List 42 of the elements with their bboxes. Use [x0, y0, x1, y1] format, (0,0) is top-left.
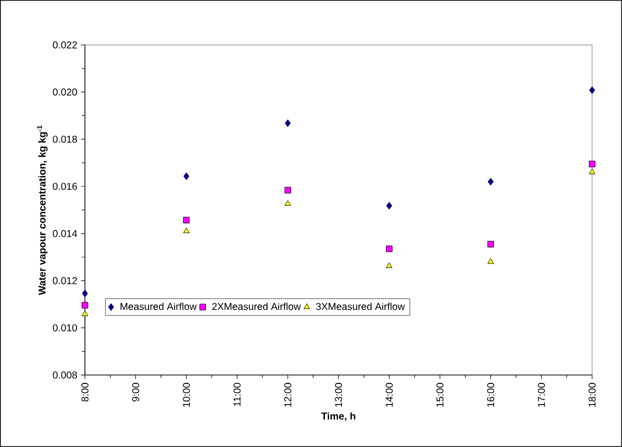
y-tick-label: 0.020 [52, 88, 78, 96]
legend-label: Measured Airflow [120, 302, 197, 310]
point [588, 160, 596, 168]
x-tick-label: 8:00 [81, 382, 88, 402]
x-tick-label: 18:00 [588, 382, 596, 407]
x-tick-label: 16:00 [487, 382, 494, 407]
point [183, 228, 190, 234]
y-tick-label: 0.014 [52, 230, 78, 238]
x-axis-title: Time, h [321, 412, 356, 422]
x-tick-label: 13:00 [334, 382, 342, 407]
point [386, 262, 392, 268]
point [284, 119, 291, 128]
point [82, 302, 88, 308]
x-tick-label: 9:00 [132, 382, 140, 402]
point [284, 186, 292, 194]
y-tick-label: 0.008 [52, 372, 77, 379]
x-tick-label: 14:00 [386, 382, 393, 407]
point [386, 202, 392, 210]
point [82, 310, 88, 316]
point [284, 200, 291, 206]
point [487, 240, 494, 248]
point [183, 216, 190, 224]
point [589, 86, 596, 94]
y-tick-label: 0.010 [52, 324, 78, 332]
point [487, 258, 494, 264]
legend-label: 2XMeasured Airflow [212, 302, 301, 310]
legend-label: 3XMeasured Airflow [316, 302, 405, 310]
x-tick-label: 12:00 [284, 382, 292, 407]
point [488, 178, 494, 186]
point [588, 168, 596, 174]
x-tick-label: 11:00 [234, 382, 241, 406]
y-tick-label: 0.012 [52, 277, 77, 284]
y-tick-label: 0.022 [52, 41, 77, 48]
y-axis-title: Water vapour concentration, kg kg$^{-1}$ [37, 126, 48, 296]
point [82, 290, 88, 298]
x-tick-label: 10:00 [182, 382, 190, 407]
x-tick-label: 15:00 [436, 382, 444, 407]
x-tick-label: 17:00 [538, 382, 545, 407]
y-tick-label: 0.016 [52, 182, 77, 190]
point [386, 246, 392, 252]
y-tick-label: 0.018 [52, 136, 77, 143]
point [183, 172, 190, 180]
